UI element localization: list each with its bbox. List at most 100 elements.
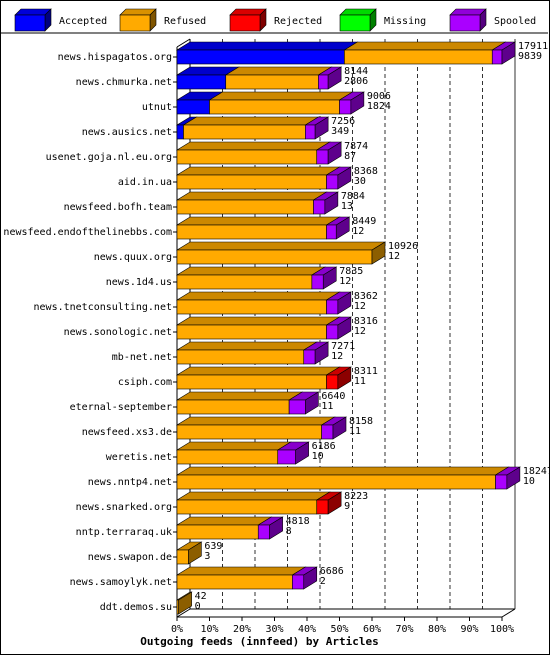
category-label: news.nntp4.net — [88, 477, 172, 488]
bar-segment-refused — [176, 474, 496, 490]
legend-item-missing: Missing — [339, 8, 426, 32]
x-tick-label: 70% — [395, 624, 413, 635]
bar-segment-side-spooled — [295, 441, 309, 465]
bar-segment-spooled — [311, 274, 324, 290]
data-label-accepted: 8 — [286, 526, 292, 537]
bar-segment-refused — [176, 424, 322, 440]
bar-segment-spooled — [292, 574, 305, 590]
bar-segment-top-refused — [175, 566, 307, 576]
x-axis-title: Outgoing feeds (innfeed) by Articles — [140, 635, 378, 648]
bar-segment-side-spooled — [337, 166, 352, 190]
data-label-total: 6686 — [320, 566, 344, 577]
category-label: weretis.net — [106, 452, 172, 463]
bar-segment-top-refused — [175, 216, 341, 226]
legend-label: Refused — [164, 16, 206, 27]
bar-segment-refused — [176, 399, 290, 415]
bar-segment-refused — [176, 499, 318, 515]
data-label-accepted: 11 — [349, 426, 361, 437]
bar-segment-accepted — [176, 49, 345, 65]
bar-segment-accepted — [176, 74, 227, 90]
bar-segment-accepted — [176, 124, 184, 140]
bar-segment-refused — [176, 199, 314, 215]
legend-swatch — [119, 14, 151, 32]
bar-segment-side-spooled — [324, 191, 339, 215]
bar-segment-spooled — [339, 99, 352, 115]
data-label-accepted: 13 — [341, 201, 353, 212]
data-label-accepted: 10 — [312, 451, 324, 462]
bar-segment-side-spooled — [350, 91, 365, 115]
category-label: eternal-september — [70, 402, 172, 413]
data-label-total: 6640 — [321, 391, 345, 402]
bar-segment-refused — [176, 299, 327, 315]
bar-segment-refused — [176, 449, 279, 465]
bar-segment-spooled — [326, 174, 339, 190]
data-label-accepted: 12 — [331, 351, 343, 362]
category-label: ddt.demos.su — [100, 602, 172, 613]
bar-segment-top-refused — [224, 66, 333, 76]
bar-segment-top-refused — [175, 141, 331, 151]
data-label-total: 7884 — [341, 191, 365, 202]
x-tick-label: 10% — [200, 624, 218, 635]
data-label-total: 8158 — [349, 416, 373, 427]
data-label-accepted: 2806 — [344, 76, 368, 87]
bar-segment-top-refused — [175, 166, 341, 176]
category-label: news.snarked.org — [76, 502, 172, 513]
category-label: utnut — [142, 102, 172, 113]
data-label-total: 7271 — [331, 341, 355, 352]
bar-segment-side-spooled — [501, 41, 516, 65]
category-label: newsfeed.xs3.de — [82, 427, 172, 438]
bar-segment-refused — [176, 574, 293, 590]
legend-item-refused: Refused — [119, 8, 206, 32]
bar-segment-top-refused — [175, 391, 304, 401]
legend-item-spooled: Spooled — [449, 8, 536, 32]
x-tick-label: 100% — [490, 624, 514, 635]
data-label-accepted: 12 — [352, 226, 364, 237]
data-label-total: 4818 — [286, 516, 310, 527]
category-label: nntp.terraraq.uk — [76, 527, 172, 538]
axis-corner-top — [176, 38, 191, 48]
data-label-accepted: 3 — [204, 551, 210, 562]
x-tick-label: 20% — [233, 624, 251, 635]
bar-segment-side-refused — [188, 541, 202, 565]
bar-segment-spooled — [326, 324, 339, 340]
category-label: csiph.com — [118, 377, 172, 388]
data-label-accepted: 12 — [339, 276, 351, 287]
bar-segment-side-spooled — [337, 316, 352, 340]
bar-segment-top-refused — [175, 316, 341, 326]
bar-segment-refused — [176, 374, 327, 390]
floor-left — [176, 608, 191, 618]
bar-segment-refused — [176, 174, 327, 190]
legend-label: Rejected — [274, 16, 322, 27]
bar-segment-side-spooled — [305, 391, 319, 415]
data-label-accepted: 30 — [354, 176, 366, 187]
x-tick-label: 0% — [171, 624, 183, 635]
bar-segment-side-spooled — [327, 66, 342, 90]
bar-segment-side-spooled — [332, 416, 347, 440]
bar-segment-refused — [344, 49, 493, 65]
bar-segment-top-refused — [175, 416, 336, 426]
legend-item-accepted: Accepted — [14, 8, 107, 32]
bar-segment-spooled — [313, 199, 326, 215]
data-label-accepted: 349 — [331, 126, 349, 137]
category-label: news.quux.org — [94, 252, 172, 263]
bar-segment-side-refused — [178, 591, 192, 615]
legend-label: Missing — [384, 16, 426, 27]
data-label-accepted: 11 — [354, 376, 366, 387]
data-label-total: 42 — [195, 591, 207, 602]
bar-segment-side-spooled — [506, 466, 521, 490]
bar-segment-refused — [225, 74, 319, 90]
category-label: mb-net.net — [112, 352, 172, 363]
bar-segment-top-accepted — [175, 41, 359, 51]
bar-segment-side-spooled — [327, 141, 342, 165]
bar-segment-top-refused — [343, 41, 507, 51]
bar-segment-top-refused — [175, 341, 318, 351]
